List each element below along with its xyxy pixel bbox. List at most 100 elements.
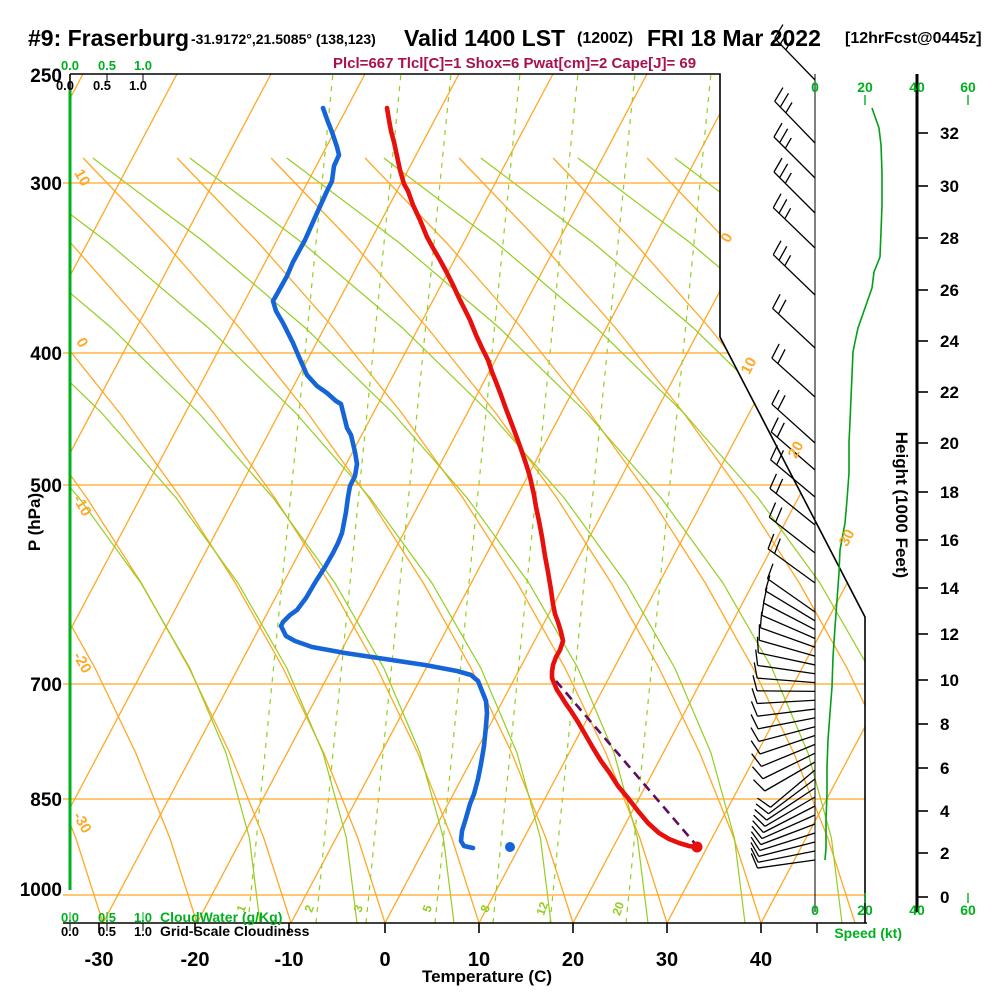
- barb-feather: [784, 208, 792, 220]
- pressure-tick-label: 1000: [20, 880, 62, 901]
- wind-barb: [751, 814, 816, 840]
- barb-feather: [773, 122, 783, 138]
- barb-feather: [785, 102, 793, 114]
- temperature-tick-label: 10: [468, 949, 490, 971]
- barb-feather: [769, 444, 778, 460]
- temperature-axis-title: Temperature (C): [422, 967, 552, 986]
- barb-feather: [759, 611, 763, 628]
- isotherm-line: [760, 74, 865, 923]
- barb-feather: [752, 779, 766, 792]
- isotherm-label: 20: [785, 439, 808, 462]
- dry-adiabat-line: [70, 157, 480, 923]
- adiabat-label: -20: [69, 649, 95, 676]
- temperature-tick-label: -10: [275, 949, 304, 971]
- wind-barb: [773, 122, 816, 179]
- barb-feather: [753, 662, 758, 679]
- barb-feather: [776, 450, 785, 466]
- barb-staff: [771, 357, 816, 398]
- dry-adiabat-line: [176, 157, 668, 923]
- wind-barb: [751, 688, 816, 705]
- height-tick-label: 0: [940, 888, 949, 907]
- barb-staff: [764, 761, 816, 792]
- isotherm-line: [384, 74, 836, 923]
- barb-feather: [766, 563, 774, 579]
- temperature-tick-label: 20: [562, 949, 584, 971]
- moist-adiabat-line: [771, 157, 865, 923]
- moist-adiabat-line: [70, 157, 552, 923]
- barb-feather: [778, 198, 788, 214]
- speed-axis-title: Speed (kt): [834, 925, 902, 941]
- wind-barb: [772, 294, 816, 349]
- barb-feather: [769, 473, 778, 489]
- wind-barb: [750, 701, 816, 717]
- valid-date: FRI 18 Mar 2022: [647, 25, 821, 51]
- barb-staff: [763, 805, 816, 834]
- dry-adiabat-line: [0, 158, 9, 923]
- cloudwater-scale-label-bottom: 0.0: [61, 910, 79, 925]
- barb-feather: [752, 675, 758, 691]
- barb-staff: [774, 37, 816, 81]
- temperature-profile-line: [384, 105, 698, 850]
- barb-staff: [758, 652, 816, 666]
- station-title: #9: Fraserburg: [28, 25, 190, 51]
- wind-barb: [755, 649, 816, 675]
- temperature-tick-label: 30: [656, 949, 678, 971]
- mixing-ratio-line: [625, 74, 712, 923]
- barb-feather: [771, 389, 780, 405]
- valid-time: Valid 1400 LST: [404, 25, 566, 51]
- parcel-path-line: [555, 680, 698, 847]
- cloudiness-scale-label-bottom: 0.5: [98, 924, 116, 939]
- pressure-gridlines: [63, 182, 865, 896]
- barb-staff: [774, 100, 816, 144]
- dry-adiabat-line: [552, 157, 865, 923]
- wind-barb: [771, 389, 816, 444]
- barb-feather: [751, 753, 762, 767]
- height-tick-label: 20: [940, 434, 959, 453]
- adiabat-label: 0: [72, 335, 91, 351]
- isotherm-line: [290, 74, 742, 923]
- barb-feather: [784, 255, 792, 267]
- speed-tick-label-bottom: 40: [909, 902, 925, 918]
- cloudiness-axis-title: Grid-Scale Cloudiness: [160, 923, 310, 939]
- barb-feather: [775, 507, 783, 523]
- barb-staff: [759, 639, 816, 657]
- barb-staff: [767, 548, 816, 584]
- barb-staff: [757, 708, 816, 717]
- height-tick-label: 28: [940, 229, 959, 248]
- barb-staff: [763, 602, 816, 631]
- mixing-ratio-line: [365, 74, 452, 923]
- barb-staff: [762, 752, 816, 780]
- height-axis-title: Height (1000 Feet): [892, 432, 911, 578]
- barb-feather: [751, 688, 758, 704]
- barb-feather: [779, 128, 789, 143]
- dry-adiabat-line: [458, 157, 865, 923]
- valid-zulu: (1200Z): [577, 30, 634, 47]
- wind-barb: [772, 240, 816, 296]
- speed-tick-label-bottom: 20: [857, 902, 873, 918]
- barb-staff: [757, 850, 816, 863]
- temperature-tick-label: 0: [379, 949, 390, 971]
- cloudiness-scale-label-bottom: 0.0: [61, 924, 79, 939]
- wind-barb: [750, 823, 816, 846]
- moist-adiabat-line: [286, 157, 843, 923]
- barb-feather: [750, 831, 762, 845]
- barb-feather: [750, 853, 759, 869]
- barb-feather: [774, 87, 784, 102]
- barb-staff: [757, 699, 816, 705]
- speed-tick-label-bottom: 60: [960, 902, 976, 918]
- dewpoint-profile-line: [270, 105, 490, 851]
- barb-feather: [776, 422, 785, 438]
- mixing-ratio-line: [434, 74, 521, 923]
- isotherm-line: [70, 74, 178, 923]
- barb-staff: [766, 787, 816, 821]
- sounding-profiles: [270, 105, 703, 853]
- forecast-tag: [12hrFcst@0445z]: [845, 30, 982, 47]
- barb-staff: [773, 136, 816, 179]
- barb-feather: [755, 649, 759, 666]
- isotherm-line: [572, 74, 865, 923]
- barb-staff: [761, 814, 816, 840]
- barb-feather: [757, 797, 771, 808]
- barb-feather: [751, 766, 764, 780]
